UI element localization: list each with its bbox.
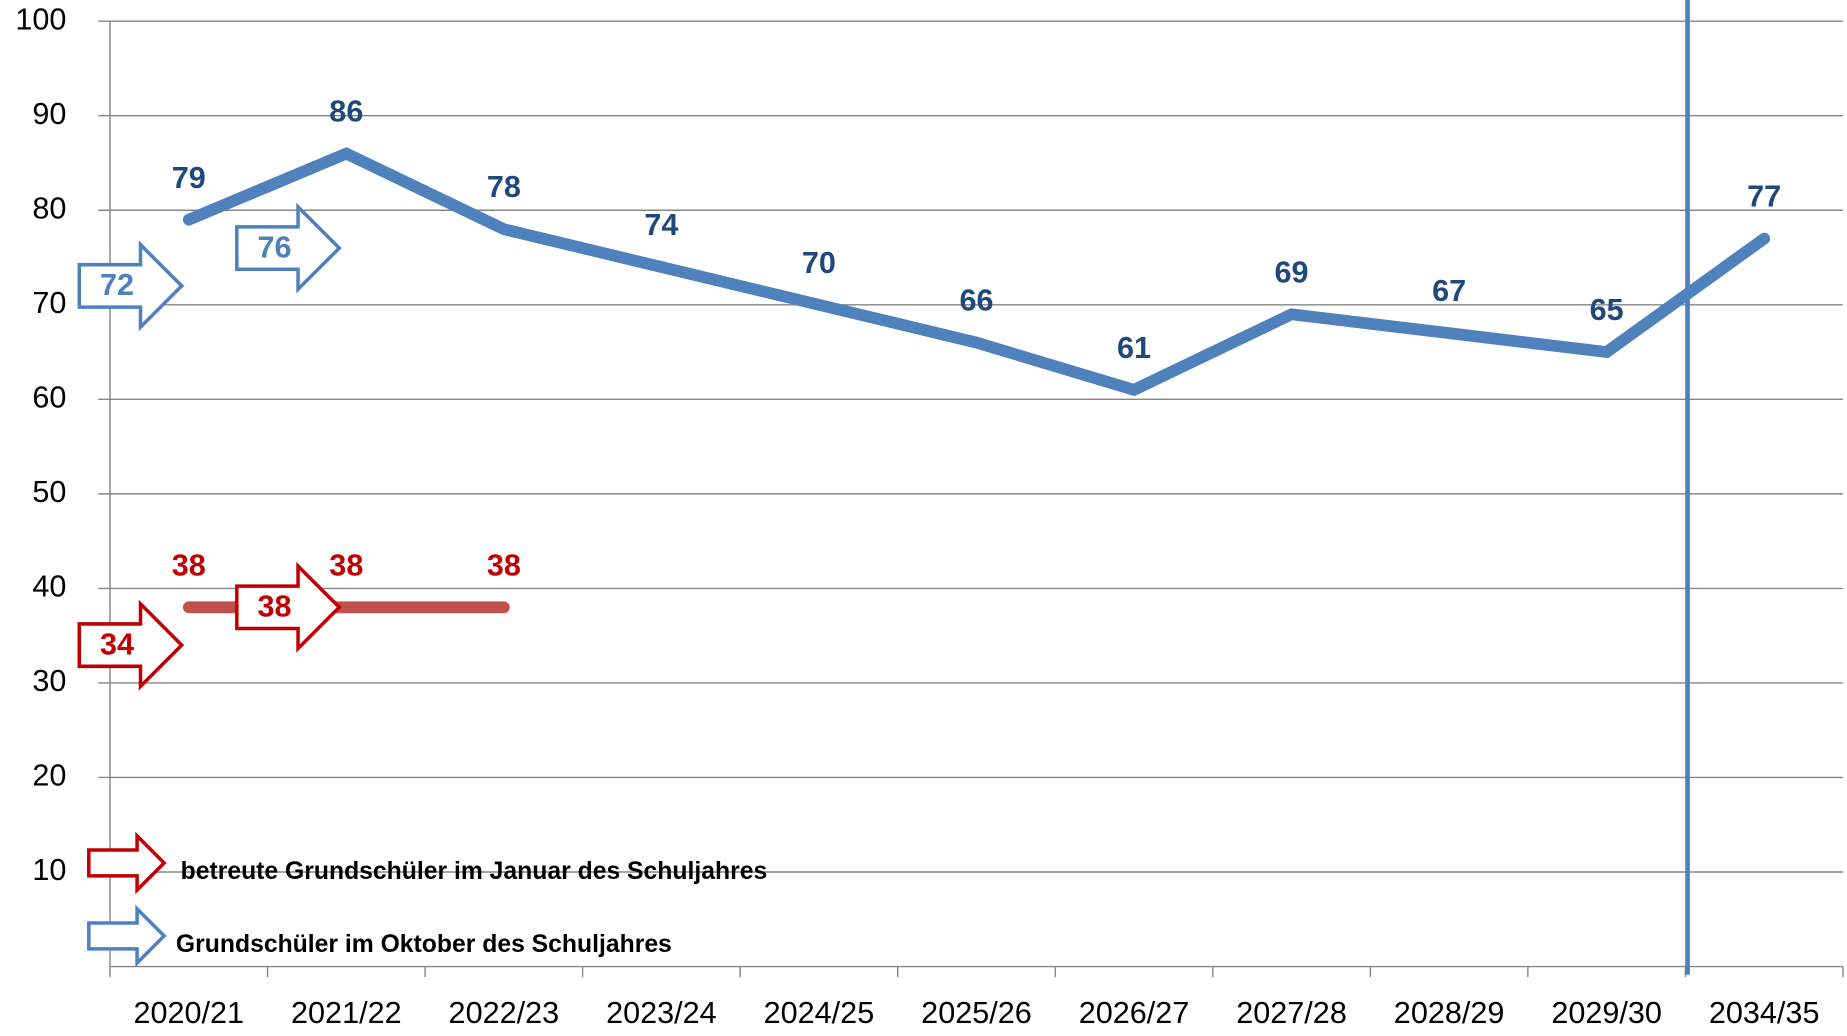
y-tick-label: 80 — [32, 191, 66, 225]
data-label: 78 — [487, 170, 521, 204]
arrow-marker — [77, 240, 185, 332]
legend-label: Grundschüler im Oktober des Schuljahres — [176, 931, 672, 958]
legend-label: betreute Grundschüler im Januar des Schu… — [181, 858, 768, 885]
y-tick-label: 20 — [32, 759, 66, 793]
data-label: 79 — [172, 161, 206, 195]
x-tick-label: 2027/28 — [1236, 996, 1347, 1030]
y-tick-label: 30 — [32, 664, 66, 698]
x-tick-label: 2024/25 — [764, 996, 875, 1030]
y-tick-label: 40 — [32, 569, 66, 603]
line — [182, 147, 1771, 397]
legend-arrow — [87, 831, 167, 895]
arrow-marker — [77, 599, 185, 691]
x-tick-label: 2026/27 — [1079, 996, 1190, 1030]
arrow-label: 34 — [100, 627, 134, 661]
arrow-label: 76 — [257, 230, 291, 264]
y-tick-label: 70 — [32, 286, 66, 320]
data-label: 69 — [1275, 255, 1309, 289]
x-tick-label: 2022/23 — [449, 996, 560, 1030]
arrow-marker — [235, 561, 342, 653]
data-label: 77 — [1747, 180, 1781, 214]
x-tick-label: 2023/24 — [606, 996, 717, 1030]
arrow-marker — [235, 202, 342, 294]
data-label: 86 — [329, 95, 363, 129]
y-tick-label: 90 — [32, 97, 66, 131]
arrow-label: 72 — [100, 268, 134, 302]
data-label: 38 — [329, 548, 363, 582]
x-tick-label: 2028/29 — [1394, 996, 1505, 1030]
data-label: 67 — [1432, 274, 1466, 308]
y-tick-label: 50 — [32, 475, 66, 509]
y-tick-label: 100 — [15, 2, 66, 36]
data-label: 61 — [1117, 331, 1151, 365]
legend-arrow — [87, 904, 167, 968]
y-tick-label: 10 — [32, 853, 66, 887]
data-label: 74 — [644, 208, 678, 242]
x-tick-label: 2034/35 — [1709, 996, 1820, 1030]
x-tick-label: 2021/22 — [291, 996, 402, 1030]
data-label: 70 — [802, 246, 836, 280]
data-label: 38 — [172, 548, 206, 582]
data-label: 66 — [959, 284, 993, 318]
data-label: 38 — [487, 548, 521, 582]
y-tick-label: 60 — [32, 380, 66, 414]
x-tick-label: 2020/21 — [133, 996, 244, 1030]
data-label: 65 — [1590, 293, 1624, 327]
x-tick-label: 2025/26 — [921, 996, 1032, 1030]
x-tick-label: 2029/30 — [1551, 996, 1662, 1030]
arrow-label: 38 — [257, 590, 291, 624]
